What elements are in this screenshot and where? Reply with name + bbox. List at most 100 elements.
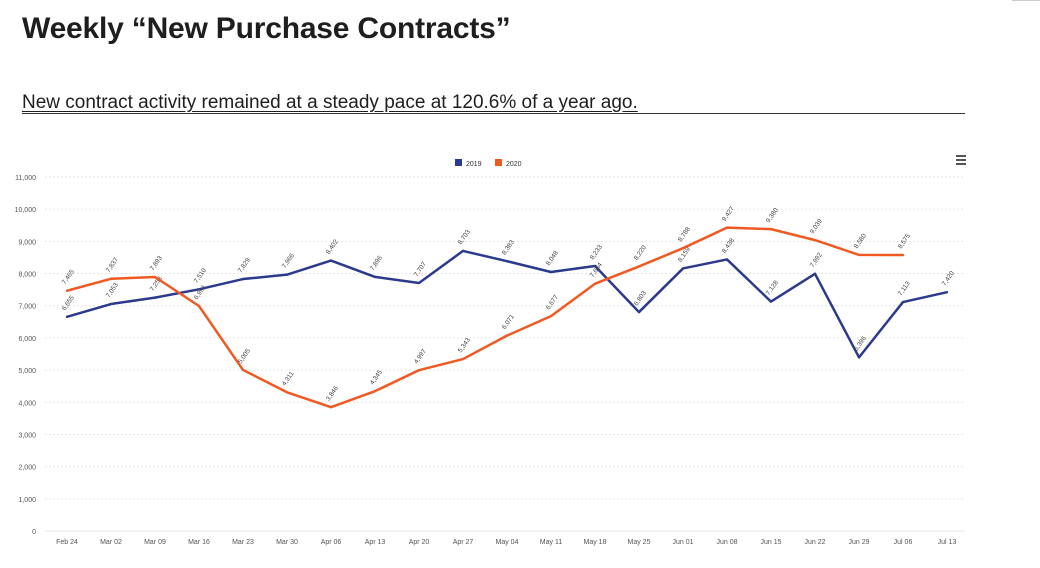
y-tick-label: 1,000 — [18, 497, 36, 504]
x-tick-label: Mar 16 — [188, 539, 210, 546]
data-point-2020[interactable] — [373, 389, 377, 393]
data-point-2019[interactable] — [813, 272, 817, 276]
x-tick-label: Mar 30 — [276, 539, 298, 546]
data-label-2019: 7,966 — [281, 252, 296, 270]
page-subtitle: New contract activity remained at a stea… — [22, 92, 638, 113]
data-point-2019[interactable] — [637, 310, 641, 314]
data-label-2019: 8,233 — [589, 244, 604, 262]
data-point-2020[interactable] — [725, 226, 729, 229]
data-label-2019: 8,438 — [721, 237, 736, 255]
x-tick-label: Jun 01 — [672, 539, 693, 546]
data-label-2019: 8,703 — [457, 228, 472, 246]
data-point-2019[interactable] — [901, 300, 905, 304]
legend-swatch-2019[interactable] — [455, 159, 462, 166]
legend-label-2019[interactable]: 2019 — [466, 161, 482, 168]
data-point-2019[interactable] — [285, 273, 289, 276]
y-tick-label: 0 — [32, 529, 36, 536]
data-label-2019: 6,655 — [61, 294, 76, 312]
series-line-2020 — [66, 226, 904, 409]
data-label-2019: 7,829 — [237, 257, 252, 275]
data-point-2019[interactable] — [197, 288, 201, 291]
x-tick-label: Apr 27 — [453, 539, 474, 546]
data-point-2020[interactable] — [417, 368, 421, 372]
data-point-2020[interactable] — [901, 253, 905, 257]
data-point-2019[interactable] — [549, 270, 553, 274]
data-point-2019[interactable] — [857, 356, 861, 359]
data-point-2019[interactable] — [461, 249, 465, 253]
data-label-2019: 7,510 — [193, 267, 208, 285]
data-point-2020[interactable] — [637, 265, 641, 268]
data-label-2020: 9,427 — [721, 205, 736, 223]
page-title: Weekly “New Purchase Contracts” — [22, 12, 511, 45]
data-point-2020[interactable] — [197, 304, 201, 308]
x-tick-label: Jun 29 — [848, 539, 869, 546]
data-point-2020[interactable] — [549, 314, 553, 318]
data-point-2020[interactable] — [329, 406, 333, 409]
data-point-2020[interactable] — [813, 238, 817, 242]
y-tick-label: 10,000 — [15, 207, 37, 214]
data-point-2019[interactable] — [153, 296, 157, 299]
x-tick-label: Apr 06 — [321, 539, 342, 546]
x-tick-label: Mar 02 — [100, 539, 122, 546]
data-point-2020[interactable] — [593, 282, 597, 285]
data-point-2020[interactable] — [241, 368, 245, 372]
data-point-2020[interactable] — [461, 357, 465, 361]
hamburger-menu-icon[interactable] — [956, 155, 966, 165]
data-point-2019[interactable] — [681, 267, 685, 270]
data-point-2019[interactable] — [505, 260, 509, 263]
data-point-2019[interactable] — [373, 275, 377, 279]
data-label-2020: 7,684 — [589, 261, 604, 279]
data-point-2019[interactable] — [241, 277, 245, 281]
data-point-2020[interactable] — [153, 275, 157, 279]
data-label-2020: 7,893 — [149, 254, 164, 272]
x-tick-label: Jun 22 — [804, 539, 825, 546]
data-point-2019[interactable] — [769, 300, 773, 303]
data-label-2020: 4,311 — [281, 370, 296, 387]
data-label-2020: 3,846 — [325, 385, 340, 403]
data-point-2019[interactable] — [417, 281, 421, 285]
data-point-2019[interactable] — [109, 302, 113, 306]
data-point-2019[interactable] — [593, 264, 597, 268]
x-tick-label: May 18 — [584, 539, 607, 546]
data-point-2020[interactable] — [505, 334, 509, 337]
x-tick-label: Apr 13 — [365, 539, 386, 546]
y-tick-label: 11,000 — [15, 175, 36, 182]
data-label-2020: 8,788 — [677, 226, 692, 244]
x-tick-label: Jul 13 — [938, 539, 957, 546]
y-tick-label: 2,000 — [18, 465, 36, 472]
legend-swatch-2020[interactable] — [495, 159, 502, 166]
data-label-2020: 4,997 — [413, 348, 428, 366]
x-tick-label: May 25 — [628, 539, 651, 546]
data-point-2019[interactable] — [329, 259, 333, 262]
data-label-2020: 5,343 — [457, 337, 472, 355]
data-label-2020: 6,991 — [193, 284, 208, 302]
y-tick-label: 3,000 — [18, 432, 36, 439]
data-label-2019: 7,707 — [413, 260, 428, 278]
data-point-2020[interactable] — [857, 253, 861, 257]
x-tick-label: Mar 09 — [144, 539, 166, 546]
data-point-2020[interactable] — [681, 246, 685, 250]
y-tick-label: 8,000 — [18, 272, 36, 279]
data-point-2020[interactable] — [109, 277, 113, 280]
data-point-2020[interactable] — [285, 391, 289, 394]
y-tick-label: 5,000 — [18, 368, 36, 375]
line-chart: 0 1,000 2,000 3,000 4,000 5,000 6,000 7,000 8,00… — [15, 159, 965, 546]
data-label-2020: 7,837 — [105, 256, 120, 274]
data-label-2019: 8,402 — [325, 238, 340, 256]
data-label-2019: 8,048 — [545, 249, 560, 267]
y-tick-label: 9,000 — [18, 239, 36, 246]
data-point-2020[interactable] — [769, 227, 773, 231]
x-tick-label: Jul 06 — [894, 539, 913, 546]
subtitle-underline-rule — [22, 113, 965, 114]
data-point-2019[interactable] — [65, 315, 69, 319]
data-point-2019[interactable] — [725, 258, 729, 261]
data-point-2020[interactable] — [65, 289, 69, 292]
x-tick-label: May 11 — [540, 539, 563, 546]
y-tick-label: 7,000 — [18, 304, 36, 311]
legend-label-2020[interactable]: 2020 — [506, 161, 522, 168]
data-point-2019[interactable] — [945, 291, 949, 294]
data-label-2019: 7,113 — [897, 280, 912, 297]
data-label-2019: 7,992 — [809, 251, 824, 269]
x-tick-label: Mar 23 — [232, 539, 254, 546]
x-tick-label: Jun 08 — [716, 539, 737, 546]
